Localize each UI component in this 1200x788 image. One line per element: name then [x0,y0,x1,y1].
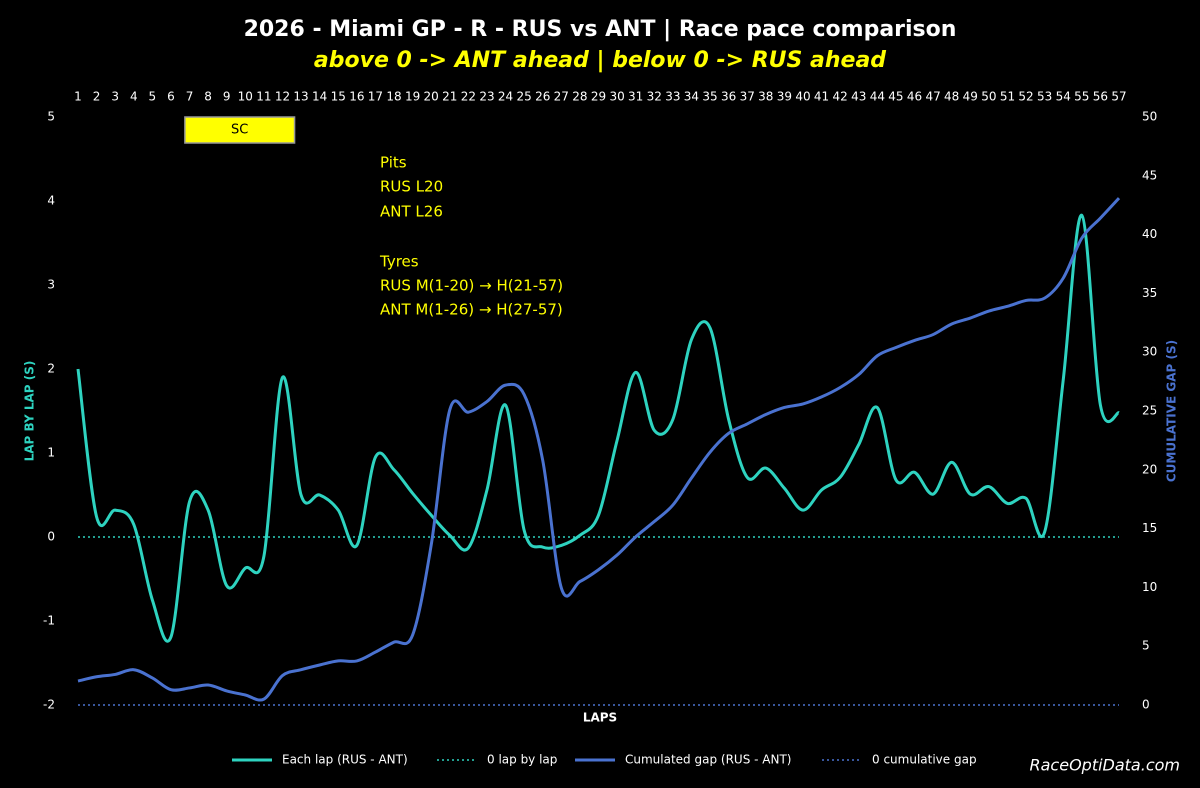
x-tick-label: 26 [535,90,550,104]
x-tick-label: 29 [591,90,606,104]
safety-car-box [184,116,296,144]
x-tick-label: 13 [293,90,308,104]
x-tick-label: 45 [888,90,903,104]
x-tick-label: 15 [331,90,346,104]
x-tick-label: 14 [312,90,327,104]
x-tick-label: 25 [517,90,532,104]
x-tick-label: 43 [851,90,866,104]
x-tick-label: 37 [740,90,755,104]
x-tick-label: 6 [167,90,175,104]
x-tick-label: 32 [647,90,662,104]
x-tick-label: 17 [368,90,383,104]
annotation: RUS L20 [380,178,443,196]
x-tick-label: 31 [628,90,643,104]
x-tick-label: 2 [93,90,101,104]
x-tick-label: 41 [814,90,829,104]
x-tick-label: 54 [1056,90,1071,104]
x-tick-label: 24 [498,90,513,104]
y2-tick-label: 0 [1142,698,1150,712]
x-tick-label: 57 [1111,90,1126,104]
x-tick-label: 9 [223,90,231,104]
x-tick-label: 16 [349,90,364,104]
y-tick-label: 2 [47,362,55,376]
x-tick-label: 55 [1074,90,1089,104]
x-tick-label: 28 [572,90,587,104]
y2-tick-label: 35 [1142,286,1157,300]
x-tick-label: 49 [963,90,978,104]
annotation: ANT L26 [380,203,443,221]
x-tick-label: 20 [424,90,439,104]
watermark: RaceOptiData.com [1030,756,1181,775]
x-tick-label: 23 [479,90,494,104]
x-tick-label: 48 [944,90,959,104]
y2-tick-label: 45 [1142,168,1157,182]
x-tick-label: 5 [149,90,157,104]
y2-tick-label: 25 [1142,404,1157,418]
x-tick-label: 11 [256,90,271,104]
x-tick-label: 46 [907,90,922,104]
x-tick-label: 34 [684,90,699,104]
x-tick-label: 33 [665,90,680,104]
y-tick-label: -1 [43,614,55,628]
x-tick-label: 22 [461,90,476,104]
annotation: RUS M(1-20) → H(21-57) [380,277,563,295]
safety-car-label: SC [231,123,248,138]
x-tick-label: 35 [702,90,717,104]
legend-label: 0 lap by lap [487,753,557,767]
x-axis-title: LAPS [583,711,617,725]
y2-tick-label: 30 [1142,345,1157,359]
x-tick-label: 10 [238,90,253,104]
x-tick-label: 38 [758,90,773,104]
y2-axis-title: CUMULATIVE GAP (S) [1165,340,1179,482]
x-tick-label: 8 [204,90,212,104]
series-line [77,197,1121,702]
annotation: ANT M(1-26) → H(27-57) [380,301,563,319]
x-tick-label: 19 [405,90,420,104]
x-tick-label: 56 [1093,90,1108,104]
x-tick-label: 52 [1018,90,1033,104]
x-tick-label: 4 [130,90,138,104]
legend-label: Each lap (RUS - ANT) [282,753,408,767]
y2-tick-label: 15 [1142,521,1157,535]
y2-tick-label: 50 [1142,110,1157,124]
series-line [76,213,1121,643]
x-tick-label: 3 [111,90,119,104]
y-tick-label: 3 [47,278,55,292]
y-tick-label: -2 [43,698,55,712]
y-tick-label: 0 [47,530,55,544]
y-tick-label: 1 [47,446,55,460]
legend-label: Cumulated gap (RUS - ANT) [625,753,791,767]
x-tick-label: 44 [870,90,885,104]
x-tick-label: 18 [386,90,401,104]
y-tick-label: 4 [47,194,55,208]
x-tick-label: 51 [1000,90,1015,104]
x-tick-label: 47 [925,90,940,104]
y2-tick-label: 5 [1142,639,1150,653]
annotation: Tyres [379,253,419,271]
x-tick-label: 40 [795,90,810,104]
x-tick-label: 27 [554,90,569,104]
chart-subtitle: above 0 -> ANT ahead | below 0 -> RUS ah… [314,48,886,73]
annotation: Pits [380,154,407,172]
x-tick-label: 1 [74,90,82,104]
y2-tick-label: 40 [1142,227,1157,241]
x-tick-label: 21 [442,90,457,104]
x-tick-label: 50 [981,90,996,104]
y-axis-title: LAP BY LAP (S) [23,361,37,462]
y2-tick-label: 20 [1142,462,1157,476]
x-tick-label: 30 [609,90,624,104]
y2-tick-label: 10 [1142,580,1157,594]
x-tick-label: 42 [833,90,848,104]
x-tick-label: 39 [777,90,792,104]
y-tick-label: 5 [47,110,55,124]
x-tick-label: 36 [721,90,736,104]
chart-title: 2026 - Miami GP - R - RUS vs ANT | Race … [244,17,957,42]
legend-label: 0 cumulative gap [872,753,977,767]
x-tick-label: 7 [186,90,194,104]
x-tick-label: 53 [1037,90,1052,104]
x-tick-label: 12 [275,90,290,104]
